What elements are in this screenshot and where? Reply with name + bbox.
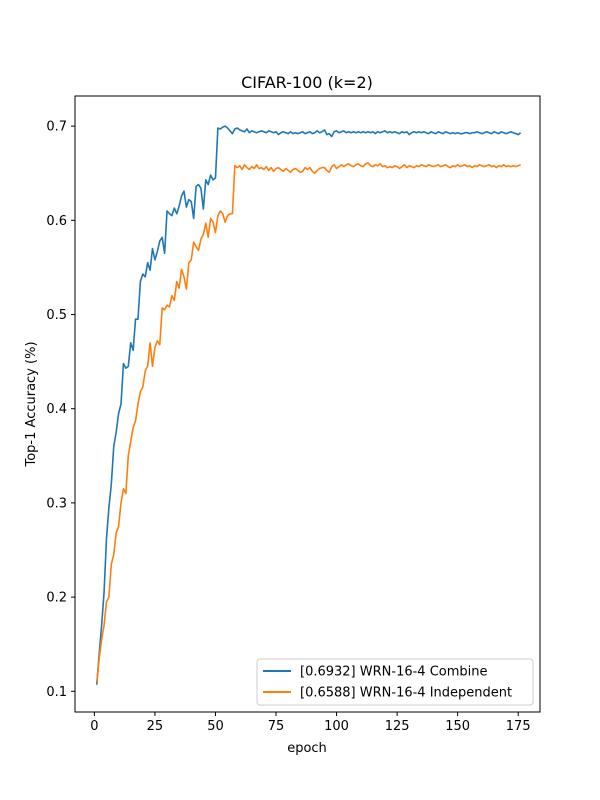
y-tick-label: 0.7 <box>46 120 67 135</box>
legend-label-combine: [0.6932] WRN-16-4 Combine <box>300 665 488 680</box>
x-tick-label: 150 <box>445 719 470 734</box>
x-tick-label: 25 <box>147 719 164 734</box>
y-tick-label: 0.4 <box>46 402 67 417</box>
x-tick-label: 175 <box>506 719 531 734</box>
y-tick-label: 0.3 <box>46 496 67 511</box>
y-tick-label: 0.2 <box>46 591 67 606</box>
x-tick-label: 100 <box>324 719 349 734</box>
x-tick-label: 75 <box>268 719 285 734</box>
y-tick-label: 0.5 <box>46 308 67 323</box>
x-tick-label: 50 <box>207 719 224 734</box>
legend-label-independent: [0.6588] WRN-16-4 Independent <box>300 686 512 701</box>
x-tick-label: 125 <box>385 719 410 734</box>
y-tick-label: 0.6 <box>46 214 67 229</box>
y-tick-label: 0.1 <box>46 685 67 700</box>
chart-title: CIFAR-100 (k=2) <box>241 73 373 92</box>
x-axis-title: epoch <box>287 741 327 756</box>
legend: [0.6932] WRN-16-4 Combine [0.6588] WRN-1… <box>257 659 533 705</box>
x-tick-label: 0 <box>90 719 98 734</box>
y-axis-title: Top-1 Accuracy (%) <box>24 341 39 467</box>
